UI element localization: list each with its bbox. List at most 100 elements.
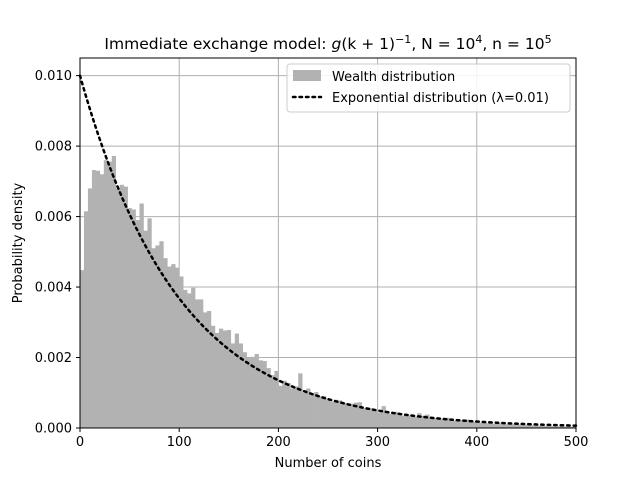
histogram-bars <box>80 155 577 429</box>
histogram-bar <box>175 267 180 428</box>
x-tick-label: 100 <box>167 435 192 450</box>
y-axis-label: Probability density <box>11 182 26 303</box>
histogram-bar <box>167 266 172 428</box>
histogram-bar <box>191 287 196 428</box>
histogram-bar <box>524 424 529 428</box>
histogram-bar <box>452 420 458 428</box>
histogram-bar <box>326 398 331 428</box>
histogram-bar <box>147 218 152 428</box>
histogram-bar <box>508 424 513 428</box>
histogram-bar <box>258 360 263 428</box>
histogram-bar <box>290 388 295 428</box>
histogram-bar <box>282 380 287 428</box>
histogram-bar <box>496 423 501 428</box>
histogram-bar <box>131 209 136 428</box>
histogram-bar <box>151 248 156 428</box>
legend-swatch-histogram <box>293 70 321 81</box>
histogram-bar <box>381 406 386 428</box>
histogram-bar <box>123 186 128 428</box>
histogram-bar <box>143 230 148 428</box>
histogram-bar <box>345 404 351 428</box>
histogram-bar <box>472 421 478 428</box>
histogram-bar <box>357 402 363 428</box>
grid <box>80 58 576 428</box>
title-prefix: Immediate exchange model: <box>104 35 331 53</box>
histogram-bar <box>195 299 200 428</box>
histogram-bar <box>254 354 259 428</box>
y-tick-label: 0.008 <box>35 140 72 155</box>
histogram-bar <box>333 399 339 428</box>
histogram-bar <box>572 426 577 428</box>
histogram-bar <box>361 408 366 428</box>
histogram-bar <box>274 370 279 428</box>
title-k1: (k <box>341 35 356 53</box>
histogram-bar <box>476 422 482 428</box>
y-tick-label: 0.004 <box>35 281 72 296</box>
title-sep2: , n = 10 <box>482 35 544 53</box>
histogram-bar <box>385 411 390 428</box>
histogram-bar <box>544 425 549 428</box>
histogram-bar <box>512 424 517 428</box>
histogram-bar <box>449 419 454 428</box>
histogram-bar <box>262 361 267 428</box>
histogram-bar <box>528 425 533 428</box>
histogram-bar <box>337 400 343 428</box>
histogram-bar <box>91 170 97 429</box>
histogram-bar <box>183 289 188 428</box>
histogram-bar <box>556 426 561 428</box>
histogram-bar <box>246 357 251 428</box>
histogram-bar <box>95 170 101 428</box>
histogram-bar <box>210 325 216 428</box>
histogram-bar <box>460 420 466 428</box>
histogram-bar <box>294 386 299 428</box>
histogram-bar <box>302 392 307 428</box>
histogram-bar <box>83 211 89 428</box>
histogram-bar <box>504 424 509 428</box>
histogram-bar <box>536 425 541 428</box>
histogram-bar <box>552 426 557 428</box>
histogram-bar <box>500 423 505 428</box>
histogram-bar <box>349 403 355 428</box>
histogram-bar <box>203 312 208 428</box>
histogram-bar <box>480 422 486 428</box>
histogram-bar <box>397 413 402 428</box>
histogram-bar <box>409 414 414 428</box>
legend-box <box>286 63 571 113</box>
histogram-bar <box>242 352 247 428</box>
title-sep1: , N = 10 <box>411 35 475 53</box>
histogram-bar <box>441 418 446 428</box>
histogram-bar <box>214 332 220 428</box>
histogram-bar <box>401 415 406 428</box>
histogram-bar <box>520 424 525 428</box>
histogram-bar <box>389 413 394 428</box>
title-plus1: + 1) <box>356 35 395 53</box>
histogram-bar <box>171 264 176 428</box>
histogram-bar <box>516 424 521 428</box>
y-tick-label: 0.006 <box>35 210 72 225</box>
legend: Wealth distribution Exponential distribu… <box>286 63 571 113</box>
histogram-bar <box>488 423 493 428</box>
histogram-bar <box>87 188 93 428</box>
histogram-bar <box>318 396 323 428</box>
histogram-bar <box>484 423 490 428</box>
histogram-bar <box>369 408 374 428</box>
y-tick-label: 0.010 <box>35 69 72 84</box>
legend-label-exponential: Exponential distribution (λ=0.01) <box>332 91 549 106</box>
title-exp3: 5 <box>545 33 552 46</box>
histogram-bar <box>226 330 232 428</box>
histogram-bar <box>306 388 311 428</box>
histogram-bar <box>187 293 192 428</box>
histogram-bar <box>107 161 113 428</box>
x-tick-label: 0 <box>76 435 84 450</box>
histogram-bar <box>159 241 164 428</box>
histogram-bar <box>298 373 303 428</box>
histogram-bar <box>234 333 240 428</box>
histogram-bar <box>314 392 319 428</box>
legend-label-histogram: Wealth distribution <box>332 70 455 85</box>
histogram-bar <box>135 220 140 428</box>
histogram-bar <box>413 416 418 428</box>
x-axis-ticks: 0 100 200 300 400 500 <box>76 428 588 450</box>
histogram-bar <box>250 356 255 428</box>
chart-title: Immediate exchange model: g(k + 1)−1, N … <box>104 33 551 53</box>
histogram-bar <box>199 299 204 428</box>
